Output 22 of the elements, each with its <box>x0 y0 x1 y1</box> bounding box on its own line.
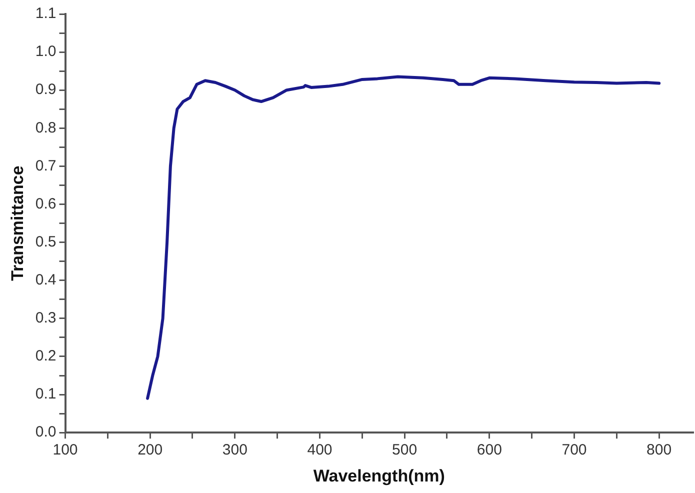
y-tick-label: 0.0 <box>35 424 56 441</box>
x-tick-label: 700 <box>562 442 587 459</box>
x-tick-label: 800 <box>646 442 672 459</box>
y-tick-label: 1.1 <box>35 5 56 22</box>
x-axis-title: Wavelength(nm) <box>313 466 445 486</box>
y-axis-title: Transmittance <box>8 166 27 281</box>
x-tick-label: 400 <box>307 442 332 459</box>
x-tick-label: 200 <box>138 442 163 459</box>
y-tick-label: 0.3 <box>35 310 56 327</box>
y-tick-label: 0.4 <box>35 272 56 289</box>
y-tick-label: 0.5 <box>35 233 56 250</box>
x-tick-label: 600 <box>476 442 502 459</box>
x-tick-label: 300 <box>222 442 248 459</box>
y-tick-label: 0.2 <box>35 348 56 365</box>
y-tick-label: 0.6 <box>35 195 56 212</box>
y-tick-label: 0.9 <box>35 81 56 98</box>
y-tick-label: 1.0 <box>35 43 56 60</box>
x-tick-label: 100 <box>52 442 78 459</box>
y-tick-label: 0.8 <box>35 119 56 136</box>
y-tick-label: 0.1 <box>35 386 56 403</box>
y-tick-label: 0.7 <box>35 157 56 174</box>
x-tick-label: 500 <box>392 442 418 459</box>
